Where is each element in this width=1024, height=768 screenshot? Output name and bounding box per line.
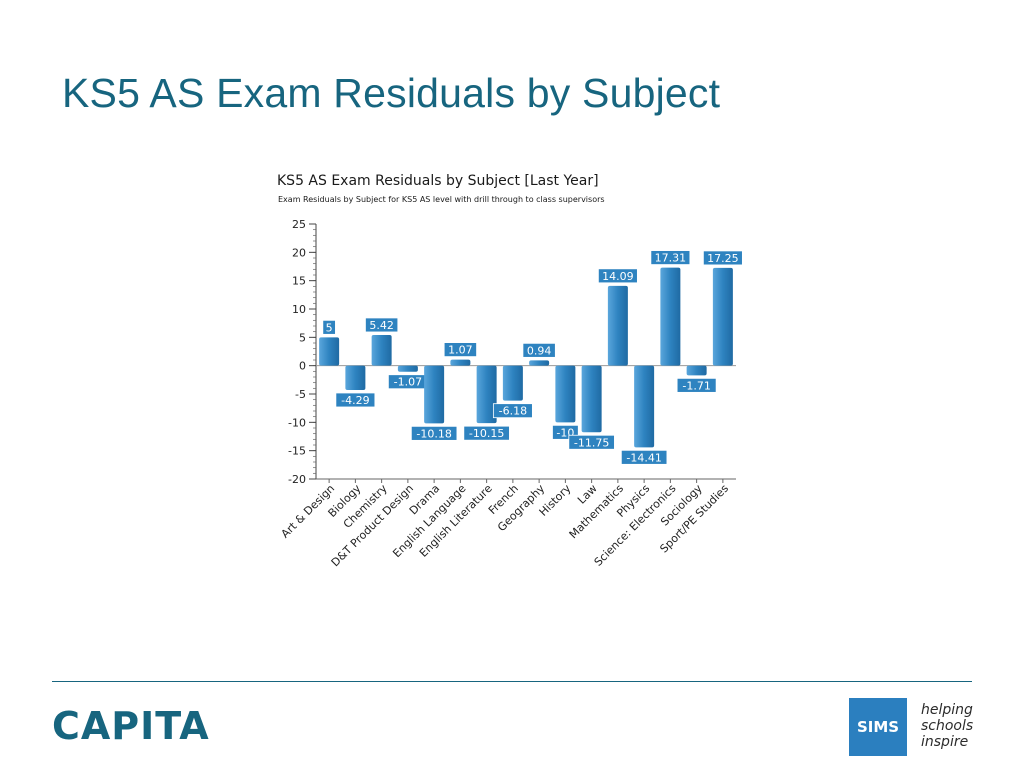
bar <box>581 365 602 433</box>
data-label-box <box>443 342 477 358</box>
bar <box>529 360 550 366</box>
sims-logo-box: SIMS <box>849 698 907 756</box>
data-label-box <box>492 403 533 419</box>
bar <box>424 365 445 424</box>
chart: KS5 AS Exam Residuals by Subject [Last Y… <box>270 168 760 588</box>
bar <box>712 267 733 366</box>
data-label-box <box>322 319 336 335</box>
y-tick-label: -5 <box>295 388 306 401</box>
footer-divider <box>52 681 972 682</box>
data-label-box <box>463 425 510 441</box>
data-label-box <box>365 317 399 333</box>
y-tick-label: 10 <box>292 303 306 316</box>
data-label: -6.18 <box>499 405 527 418</box>
data-label: -14.41 <box>626 451 661 464</box>
y-tick-label: 0 <box>299 360 306 373</box>
y-tick-label: 15 <box>292 275 306 288</box>
data-label-box <box>620 449 668 465</box>
y-tick-label: 25 <box>292 218 306 231</box>
bar <box>397 365 418 372</box>
data-label: 14.09 <box>602 270 634 283</box>
tagline-line-3: inspire <box>921 734 969 750</box>
capita-logo: CAPITA <box>52 704 210 748</box>
data-label: 0.94 <box>527 344 552 357</box>
sims-tagline: helping schools inspire <box>921 702 981 750</box>
data-label-box <box>650 250 691 265</box>
tagline-line-1: helping <box>921 702 973 718</box>
bar <box>319 337 340 366</box>
y-tick-label: 20 <box>292 246 306 259</box>
data-label-box <box>335 392 376 408</box>
data-label: 5 <box>326 321 333 334</box>
data-label-box <box>676 377 717 393</box>
chart-title: KS5 AS Exam Residuals by Subject [Last Y… <box>277 173 599 189</box>
chart-subtitle: Exam Residuals by Subject for KS5 AS lev… <box>278 195 605 204</box>
bar <box>476 365 497 424</box>
data-label-box <box>522 342 556 358</box>
data-label-box <box>702 250 743 266</box>
data-label-box <box>568 434 615 450</box>
sims-logo: SIMS helping schools inspire <box>849 698 974 756</box>
data-label: -1.07 <box>394 376 422 389</box>
data-label: -10.18 <box>416 427 451 440</box>
data-label: 17.31 <box>655 252 687 265</box>
bar <box>450 359 471 366</box>
data-label-box <box>410 425 458 441</box>
data-label-box <box>597 268 638 284</box>
y-tick-label: -20 <box>288 473 306 486</box>
bar <box>502 365 523 401</box>
data-label: 17.25 <box>707 252 739 265</box>
bar <box>555 365 576 423</box>
data-label: -4.29 <box>341 394 369 407</box>
y-tick-label: -15 <box>288 445 306 458</box>
slide-title: KS5 AS Exam Residuals by Subject <box>62 70 721 116</box>
bar <box>634 365 655 448</box>
bar <box>686 365 707 376</box>
bar <box>607 285 628 366</box>
data-label: 1.07 <box>448 344 473 357</box>
y-tick-label: -10 <box>288 416 306 429</box>
y-tick-label: 5 <box>299 331 306 344</box>
data-label: -11.75 <box>574 436 609 449</box>
bar <box>660 267 681 366</box>
tagline-line-2: schools <box>921 718 974 734</box>
bar <box>371 334 392 366</box>
data-label: 5.42 <box>369 319 394 332</box>
data-label: -10.15 <box>469 427 504 440</box>
data-label: -1.71 <box>682 379 710 392</box>
bar <box>345 365 366 390</box>
